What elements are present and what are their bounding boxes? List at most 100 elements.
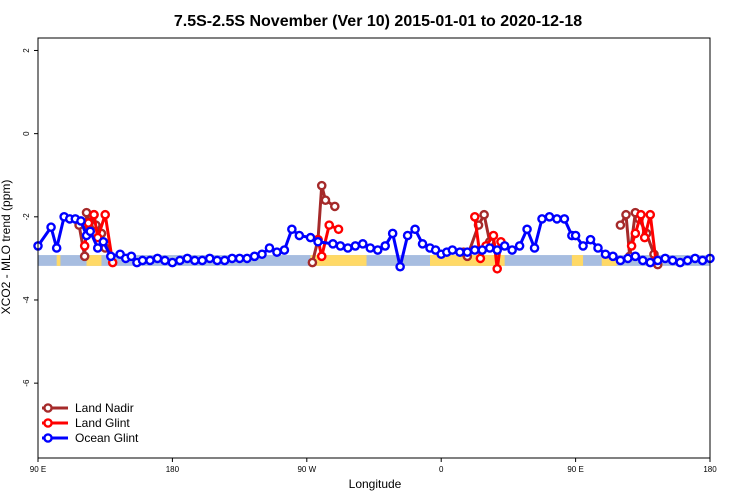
x-tick-label: 180 — [703, 465, 717, 474]
data-point — [522, 224, 532, 235]
data-point — [621, 209, 631, 220]
data-point — [682, 255, 693, 266]
data-point — [189, 255, 200, 266]
legend-item: Ocean Glint — [42, 431, 139, 445]
data-point — [98, 236, 109, 247]
y-axis-label: XCO2 - MLO trend (ppm) — [0, 180, 13, 315]
series-ocean-glint — [33, 212, 715, 272]
x-tick-label: 90 E — [30, 465, 46, 474]
data-point — [79, 251, 90, 262]
data-point — [615, 255, 626, 266]
data-point — [81, 207, 92, 218]
y-tick-label: -2 — [22, 213, 31, 221]
data-point — [126, 251, 137, 262]
data-point — [333, 224, 344, 235]
data-point — [578, 241, 588, 251]
data-point — [51, 243, 62, 253]
data-point — [160, 255, 170, 266]
data-point — [697, 255, 708, 266]
data-point — [570, 230, 581, 241]
data-point — [167, 257, 178, 268]
data-point — [537, 214, 547, 224]
data-point — [645, 209, 656, 220]
x-tick-label: 90 E — [567, 465, 583, 474]
data-point — [475, 253, 486, 264]
data-point — [469, 212, 480, 222]
data-point — [152, 253, 163, 264]
data-point — [585, 234, 596, 245]
data-point — [329, 201, 340, 212]
data-point — [544, 212, 555, 222]
legend-label: Land Nadir — [75, 401, 134, 415]
data-point — [645, 257, 656, 268]
legend-marker — [43, 403, 53, 413]
data-point — [89, 209, 99, 220]
data-point — [410, 224, 420, 235]
data-point — [204, 253, 215, 264]
data-point — [479, 209, 489, 220]
data-point — [593, 243, 603, 253]
data-point — [675, 257, 685, 268]
data-point — [447, 245, 458, 255]
data-point — [417, 239, 428, 249]
series-line — [316, 223, 340, 258]
data-point — [212, 255, 222, 266]
data-point — [600, 249, 611, 260]
data-point — [320, 195, 331, 205]
legend-marker — [43, 433, 53, 443]
data-point — [227, 253, 237, 264]
data-point — [316, 251, 327, 262]
data-point — [182, 253, 193, 264]
data-point — [638, 255, 648, 266]
land-band-segment — [310, 255, 367, 266]
data-point — [264, 243, 275, 253]
data-point — [272, 247, 282, 257]
land-band-segment — [56, 255, 61, 266]
y-tick-label: 0 — [22, 131, 31, 136]
y-tick-label: -4 — [22, 296, 31, 304]
data-point — [316, 180, 327, 191]
data-point — [372, 245, 383, 255]
data-point — [76, 216, 86, 226]
ocean-band — [38, 255, 710, 266]
data-point — [380, 241, 391, 251]
data-point — [137, 255, 148, 266]
x-tick-label: 180 — [166, 465, 180, 474]
data-point — [85, 226, 96, 237]
data-point — [499, 241, 510, 251]
data-point — [335, 241, 346, 251]
data-point — [636, 209, 646, 220]
plot-frame — [37, 37, 711, 459]
x-axis-label: Longitude — [349, 477, 402, 491]
data-point — [294, 230, 305, 241]
data-point — [175, 255, 185, 266]
data-point — [387, 228, 398, 239]
legend-item: Land Nadir — [42, 401, 134, 415]
data-point — [488, 230, 499, 241]
data-point — [328, 239, 338, 249]
data-point — [630, 251, 641, 262]
data-point — [257, 249, 267, 260]
data-point — [106, 251, 116, 262]
data-point — [324, 220, 335, 230]
data-point — [660, 253, 671, 264]
data-point — [402, 230, 413, 241]
data-point — [46, 222, 56, 233]
y-axis: 2 0 -2 -4 -6 — [22, 48, 38, 387]
data-point — [462, 247, 473, 257]
data-point — [100, 209, 110, 220]
data-point — [365, 243, 376, 253]
legend-label: Ocean Glint — [75, 431, 139, 445]
data-point — [83, 218, 94, 228]
data-point — [287, 224, 297, 235]
land-band-segment — [601, 255, 617, 266]
data-point — [234, 253, 245, 264]
data-point — [305, 232, 316, 243]
data-point — [455, 247, 465, 257]
x-tick-label: 0 — [439, 465, 444, 474]
data-point — [343, 243, 353, 253]
data-point — [690, 253, 700, 264]
data-point — [477, 245, 488, 255]
